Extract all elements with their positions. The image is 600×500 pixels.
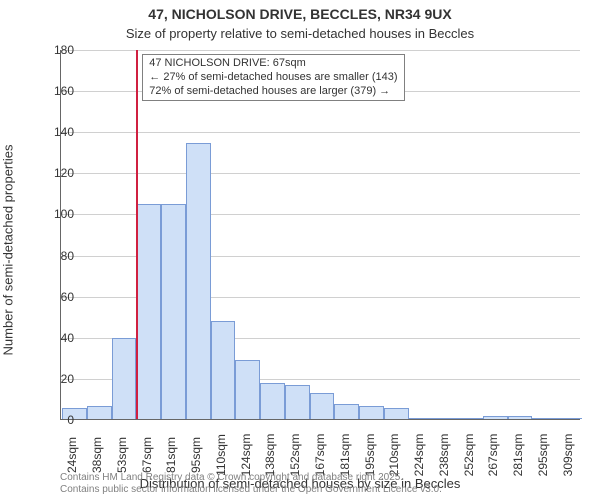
x-tick-label: 281sqm: [511, 434, 525, 477]
y-tick-label: 120: [44, 166, 74, 180]
y-tick-label: 180: [44, 43, 74, 57]
y-tick-label: 100: [44, 207, 74, 221]
x-tick-label: 238sqm: [437, 434, 451, 477]
footer-line-2: Contains public sector information licen…: [60, 484, 590, 496]
footer-line-1: Contains HM Land Registry data © Crown c…: [60, 472, 590, 484]
reference-line: [136, 50, 138, 419]
annotation-box: 47 NICHOLSON DRIVE: 67sqm ← 27% of semi-…: [142, 54, 404, 101]
y-tick-label: 40: [44, 331, 74, 345]
x-tick-label: 210sqm: [387, 434, 401, 477]
x-tick-label: 181sqm: [338, 434, 352, 477]
annotation-line-3: 72% of semi-detached houses are larger (…: [149, 85, 397, 99]
x-tick-label: 95sqm: [189, 437, 203, 473]
chart-title: 47, NICHOLSON DRIVE, BECCLES, NR34 9UX: [0, 6, 600, 22]
x-tick-label: 124sqm: [239, 434, 253, 477]
y-tick-label: 60: [44, 290, 74, 304]
bar: [359, 406, 384, 419]
x-tick-label: 24sqm: [65, 437, 79, 473]
x-tick-label: 167sqm: [313, 434, 327, 477]
x-tick-label: 309sqm: [561, 434, 575, 477]
x-tick-label: 81sqm: [164, 437, 178, 473]
bars-container: [61, 50, 580, 419]
bar: [483, 416, 508, 419]
bar: [508, 416, 533, 419]
bar: [384, 408, 409, 419]
y-tick-label: 140: [44, 125, 74, 139]
chart-subtitle: Size of property relative to semi-detach…: [0, 26, 600, 41]
x-tick-label: 224sqm: [412, 434, 426, 477]
x-tick-label: 53sqm: [115, 437, 129, 473]
y-tick-label: 0: [44, 413, 74, 427]
x-tick-label: 67sqm: [140, 437, 154, 473]
y-tick-label: 20: [44, 372, 74, 386]
bar: [285, 385, 310, 419]
histogram-chart: 47, NICHOLSON DRIVE, BECCLES, NR34 9UX S…: [0, 0, 600, 500]
plot-area: 47 NICHOLSON DRIVE: 67sqm ← 27% of semi-…: [60, 50, 580, 420]
bar: [211, 321, 236, 419]
bar: [409, 418, 434, 419]
x-tick-label: 152sqm: [288, 434, 302, 477]
x-tick-label: 110sqm: [214, 434, 228, 476]
y-axis-label: Number of semi-detached properties: [1, 145, 16, 356]
x-tick-label: 138sqm: [263, 434, 277, 477]
x-tick-label: 38sqm: [90, 437, 104, 473]
bar: [458, 418, 483, 419]
bar: [87, 406, 112, 419]
bar: [186, 143, 211, 419]
footer-attribution: Contains HM Land Registry data © Crown c…: [60, 472, 590, 496]
y-tick-label: 160: [44, 84, 74, 98]
bar: [557, 418, 582, 419]
bar: [136, 204, 161, 419]
y-tick-label: 80: [44, 249, 74, 263]
bar: [532, 418, 557, 419]
bar: [310, 393, 335, 419]
annotation-line-1: 47 NICHOLSON DRIVE: 67sqm: [149, 57, 397, 71]
bar: [260, 383, 285, 419]
x-tick-label: 295sqm: [536, 434, 550, 477]
x-tick-label: 252sqm: [462, 434, 476, 477]
x-tick-label: 267sqm: [486, 434, 500, 477]
bar: [112, 338, 137, 419]
annotation-line-2: ← 27% of semi-detached houses are smalle…: [149, 71, 397, 85]
bar: [161, 204, 186, 419]
bar: [433, 418, 458, 419]
bar: [235, 360, 260, 419]
bar: [334, 404, 359, 419]
x-tick-label: 195sqm: [363, 434, 377, 477]
